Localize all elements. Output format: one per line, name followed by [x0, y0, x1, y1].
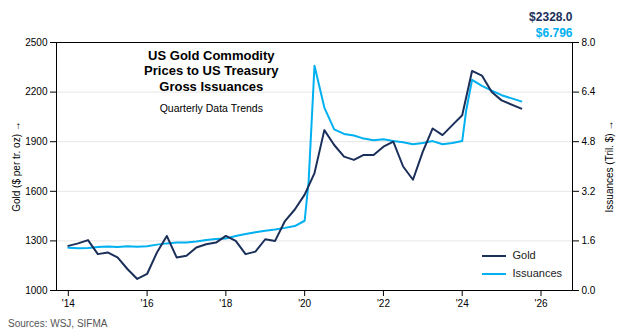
svg-text:'14: '14: [62, 298, 75, 309]
svg-text:$2328.0: $2328.0: [529, 10, 573, 24]
svg-text:2500: 2500: [25, 37, 48, 48]
svg-text:Issuances (Tril. $) →: Issuances (Tril. $) →: [604, 121, 615, 213]
svg-text:2200: 2200: [25, 86, 48, 97]
svg-text:4.8: 4.8: [582, 136, 596, 147]
svg-text:Gold ($ per tr. oz) →: Gold ($ per tr. oz) →: [11, 121, 22, 212]
svg-text:1.6: 1.6: [582, 235, 596, 246]
svg-text:Quarterly Data Trends: Quarterly Data Trends: [160, 102, 263, 114]
svg-text:'18: '18: [219, 298, 232, 309]
svg-text:'20: '20: [298, 298, 311, 309]
svg-text:6.4: 6.4: [582, 86, 596, 97]
svg-text:3.2: 3.2: [582, 186, 596, 197]
svg-text:'16: '16: [141, 298, 154, 309]
svg-text:'24: '24: [456, 298, 469, 309]
svg-text:8.0: 8.0: [582, 37, 596, 48]
svg-text:'22: '22: [377, 298, 390, 309]
svg-text:US Gold CommodityPrices to US: US Gold CommodityPrices to US TreasuryGr…: [144, 48, 279, 94]
svg-text:0.0: 0.0: [582, 285, 596, 296]
html-text:Issuances: Issuances: [512, 267, 562, 279]
svg-text:1300: 1300: [25, 235, 48, 246]
html-text:Sources: WSJ, SIFMA: Sources: WSJ, SIFMA: [8, 318, 108, 329]
svg-text:1600: 1600: [25, 186, 48, 197]
html-text:Gold: Gold: [512, 249, 536, 261]
svg-text:$6.796: $6.796: [536, 26, 573, 40]
svg-text:1900: 1900: [25, 136, 48, 147]
svg-text:'26: '26: [534, 298, 547, 309]
svg-text:1000: 1000: [25, 285, 48, 296]
